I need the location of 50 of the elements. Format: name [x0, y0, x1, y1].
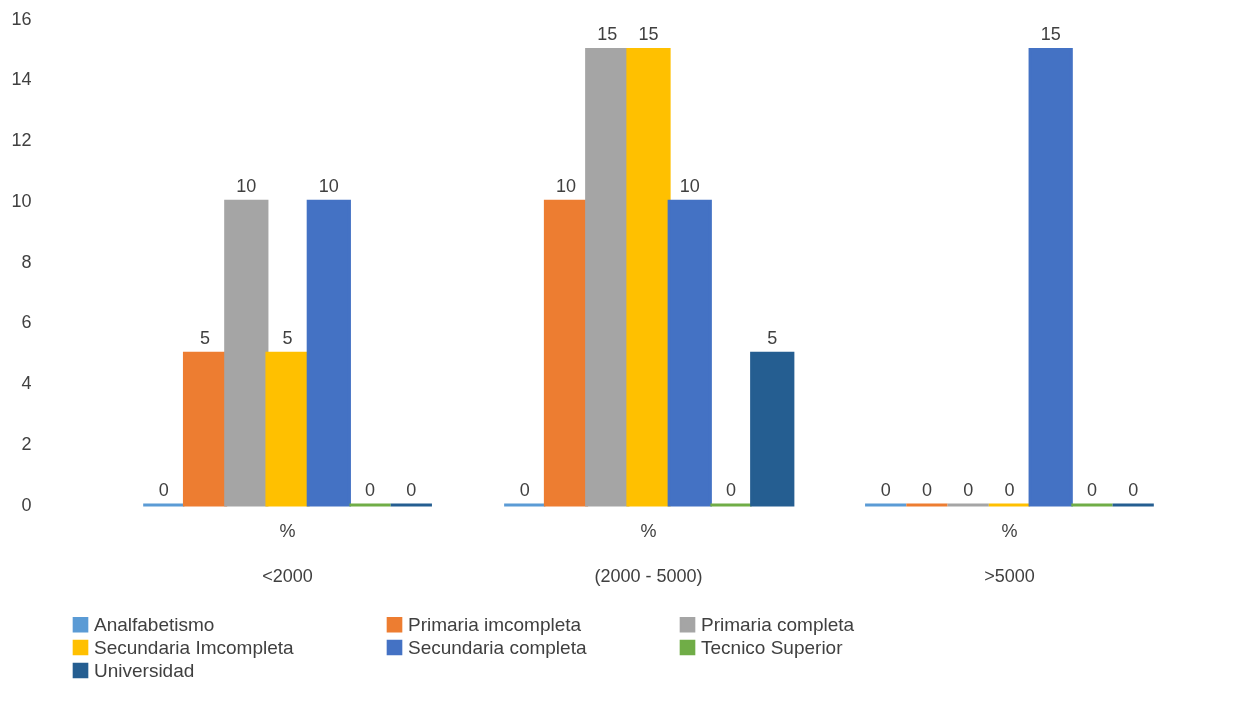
data-label: 10 [236, 176, 257, 197]
data-label: 0 [1086, 480, 1097, 500]
y-tick-label: 10 [11, 190, 32, 211]
bar [626, 47, 671, 507]
y-tick-label: 2 [21, 433, 32, 454]
data-label: 15 [1040, 24, 1061, 45]
bar [1028, 47, 1073, 507]
data-label: 0 [1004, 480, 1015, 500]
data-label: 0 [519, 480, 530, 500]
x-tick-label: (2000 - 5000) [594, 565, 703, 586]
data-label: 0 [725, 480, 737, 500]
data-label: 10 [679, 176, 700, 197]
text: % [640, 521, 657, 541]
bar [306, 199, 351, 507]
legend-label: Tecnico Superior [701, 636, 844, 658]
data-label: 15 [638, 24, 659, 45]
legend-label: Universidad [94, 659, 195, 681]
y-tick-label: 12 [11, 130, 32, 150]
x-tick-label: <2000 [262, 565, 313, 586]
y-tick-label: 8 [21, 251, 32, 272]
bar [265, 351, 310, 507]
legend-label: Primaria imcompleta [408, 613, 582, 635]
text: % [279, 521, 296, 541]
y-tick-label: 6 [21, 312, 32, 333]
legend-label: Secundaria completa [408, 636, 587, 658]
legend-label: Secundaria Imcompleta [94, 636, 295, 658]
x-tick-label: >5000 [984, 565, 1035, 586]
data-label: 0 [963, 480, 974, 500]
data-label: 0 [1128, 480, 1139, 500]
y-tick-label: 14 [11, 69, 32, 90]
data-label: 10 [555, 176, 577, 197]
data-label: 10 [318, 176, 339, 197]
text: % [1001, 521, 1018, 541]
data-label: 5 [200, 328, 211, 349]
y-tick-label: 16 [11, 8, 32, 29]
bar [667, 199, 712, 507]
data-label: 0 [880, 480, 891, 500]
legend-label: Primaria completa [701, 613, 855, 635]
data-label: 0 [406, 480, 417, 500]
data-label: 15 [597, 24, 618, 45]
data-label: 0 [921, 480, 932, 500]
legend-label: Analfabetismo [94, 613, 215, 635]
data-label: 5 [767, 328, 778, 349]
y-tick-label: 4 [21, 373, 32, 393]
bar [224, 199, 269, 507]
data-label: 0 [365, 480, 376, 500]
bar [750, 351, 795, 507]
y-tick-label: 0 [21, 494, 32, 515]
data-label: 0 [158, 480, 169, 500]
data-label: 5 [282, 328, 293, 349]
